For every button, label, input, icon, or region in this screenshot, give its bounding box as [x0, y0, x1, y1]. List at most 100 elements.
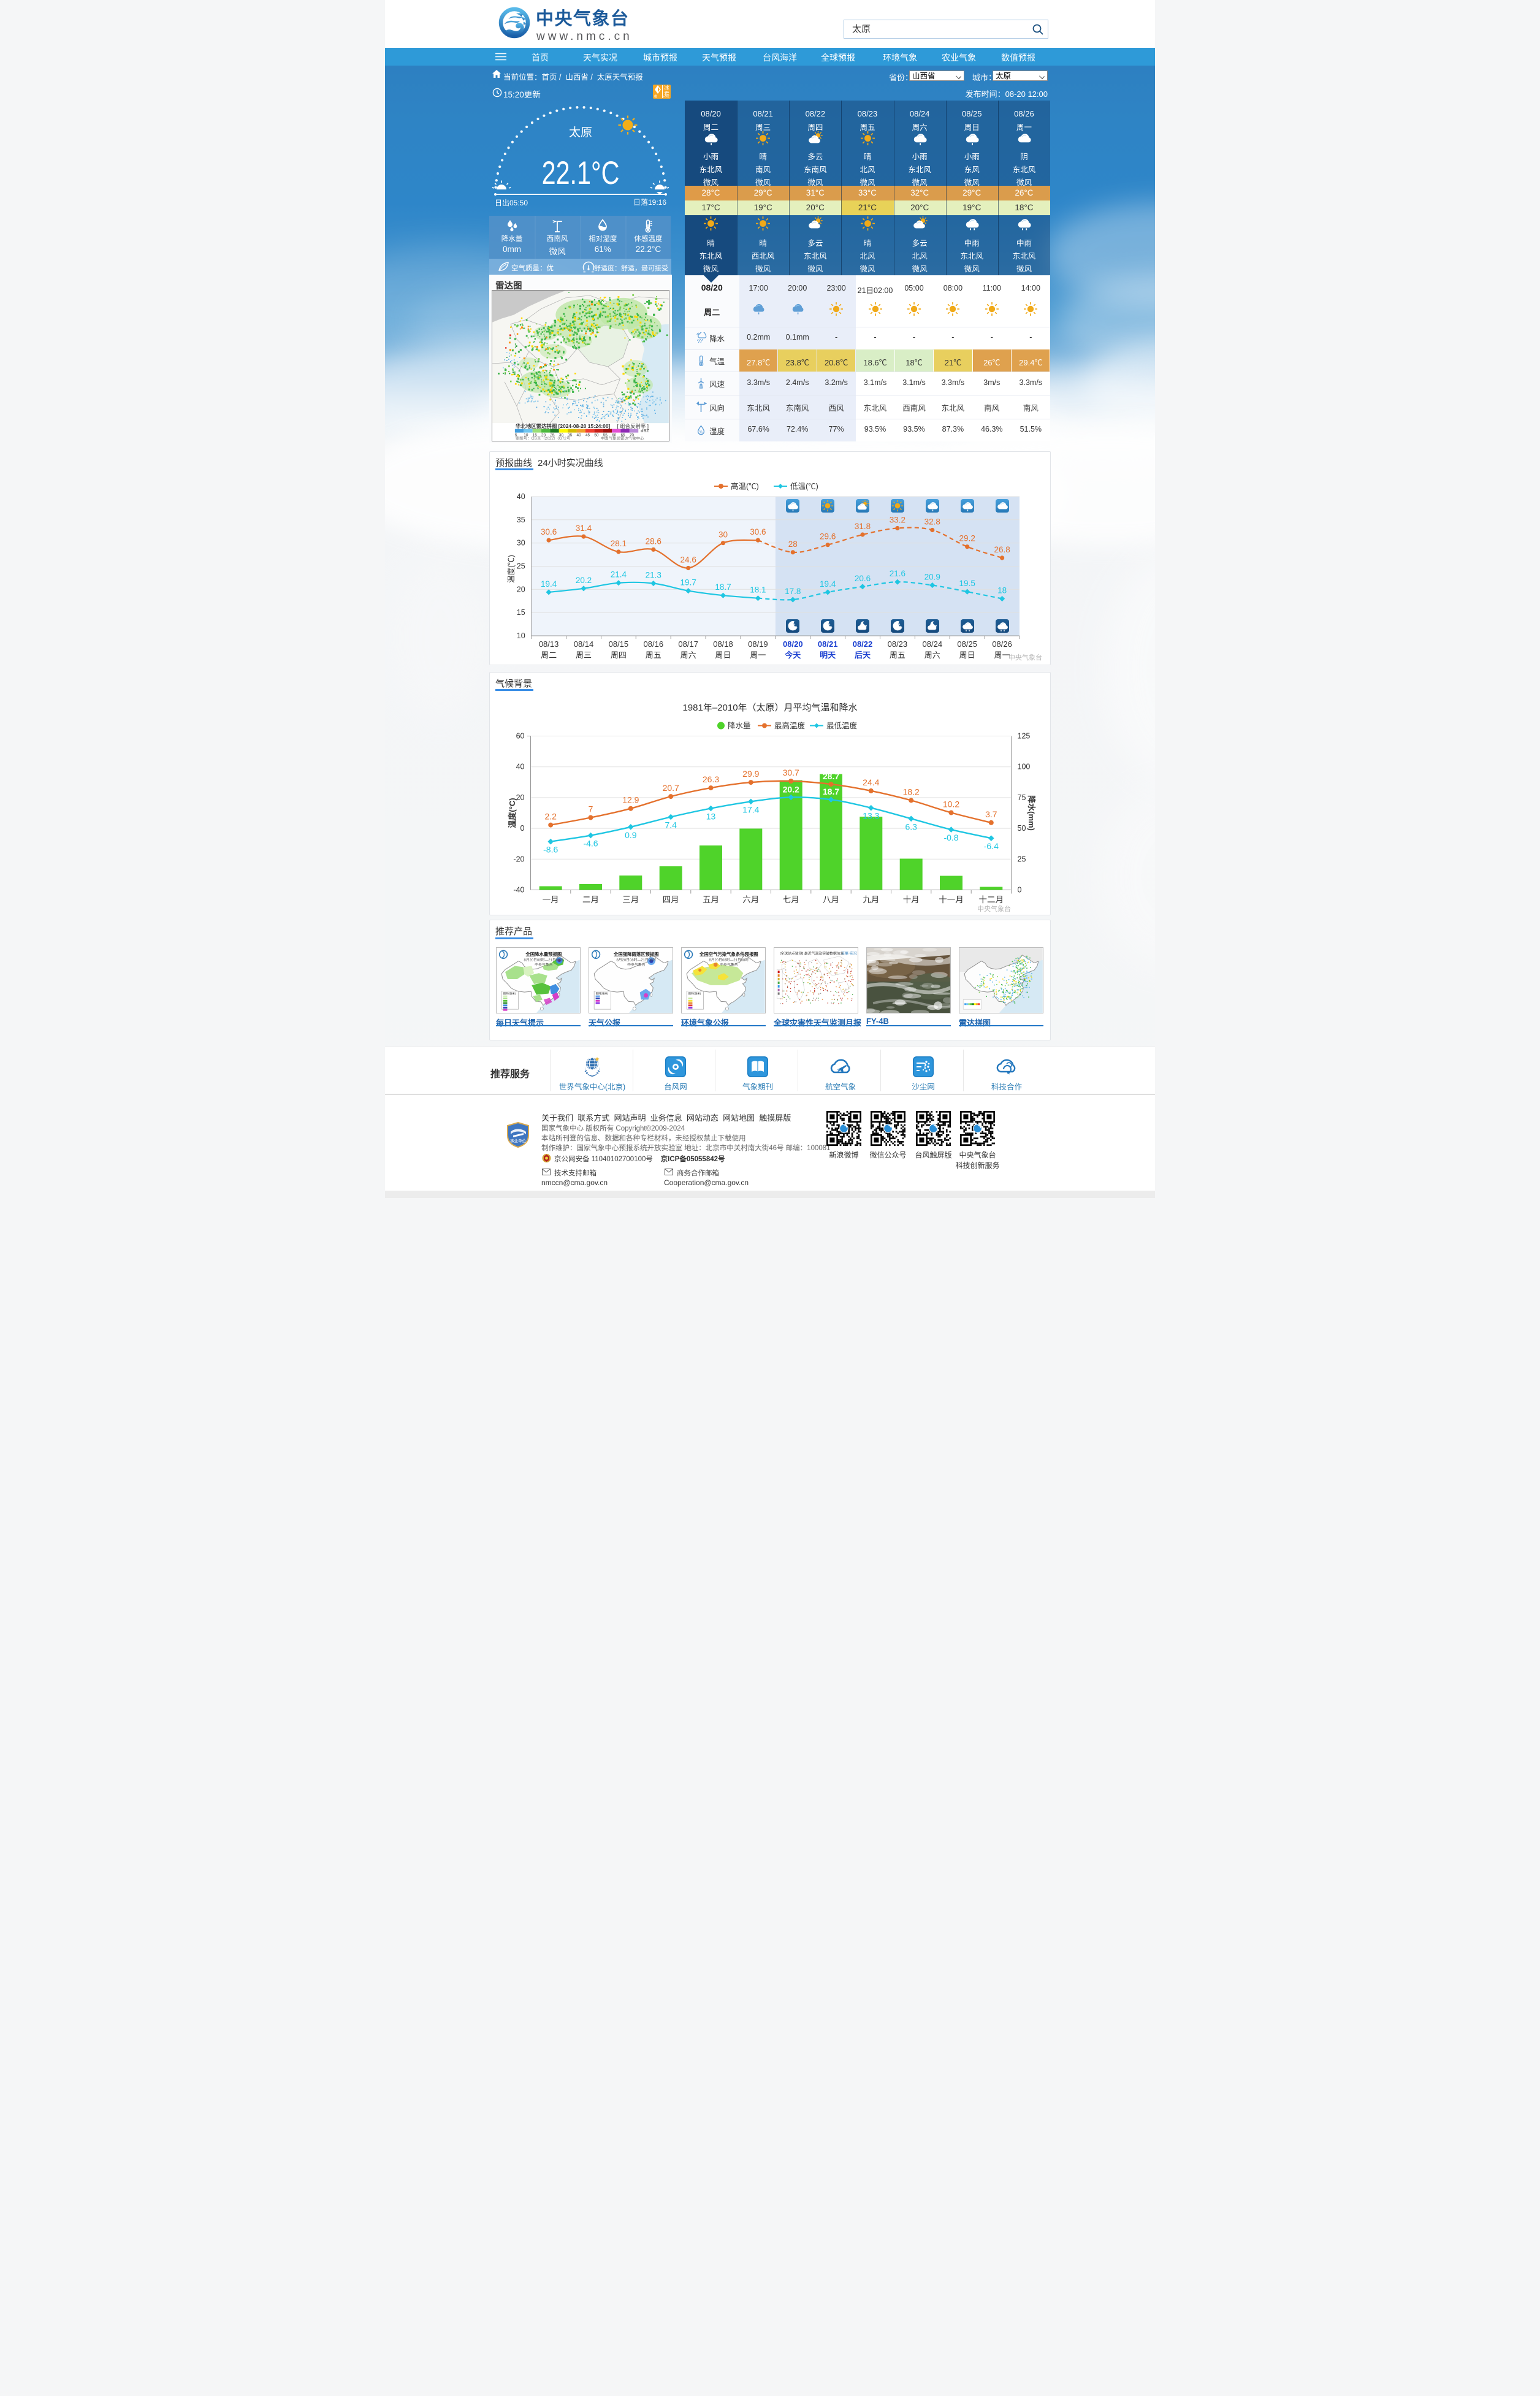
svg-text:20.7: 20.7 [663, 783, 679, 793]
svg-text:29.6: 29.6 [820, 532, 836, 541]
svg-text:中央气象台: 中央气象台 [977, 904, 1011, 913]
svg-text:28.6: 28.6 [646, 536, 661, 546]
svg-text:12.9: 12.9 [622, 795, 639, 805]
svg-text:%: % [699, 430, 703, 434]
svg-text:19.5: 19.5 [959, 579, 975, 588]
svg-text:中央气象台: 中央气象台 [1008, 653, 1042, 662]
svg-text:21.4: 21.4 [611, 570, 627, 579]
svg-text:18: 18 [997, 586, 1007, 595]
svg-text:60: 60 [612, 433, 617, 438]
svg-text:30: 30 [559, 433, 564, 438]
svg-text:13: 13 [706, 812, 716, 822]
svg-text:dBZ: dBZ [641, 428, 649, 433]
svg-text:五月: 五月 [703, 895, 719, 904]
svg-text:0.9: 0.9 [625, 830, 637, 840]
svg-text:26.3: 26.3 [703, 774, 719, 784]
svg-text:30.6: 30.6 [541, 527, 557, 536]
svg-text:21.6: 21.6 [890, 569, 905, 578]
svg-text:十月: 十月 [903, 895, 920, 904]
svg-text:24.6: 24.6 [680, 555, 696, 564]
svg-text:图例(毫米): 图例(毫米) [688, 991, 701, 996]
svg-text:45: 45 [585, 433, 590, 438]
svg-text:20: 20 [517, 585, 525, 593]
svg-text:-0.8: -0.8 [943, 833, 958, 842]
svg-text:24.4: 24.4 [863, 777, 879, 787]
svg-text:17.4: 17.4 [742, 804, 759, 814]
svg-text:九月: 九月 [863, 895, 879, 904]
svg-text:29.9: 29.9 [742, 769, 759, 779]
svg-text:八月: 八月 [823, 895, 839, 904]
svg-text:19.7: 19.7 [680, 578, 696, 587]
svg-text:60: 60 [516, 732, 525, 741]
svg-text:降水量: 降水量 [728, 722, 751, 730]
svg-text:15: 15 [533, 433, 538, 438]
svg-text:-40: -40 [513, 886, 524, 895]
svg-text:中国气象局雷达气象中心: 中国气象局雷达气象中心 [601, 435, 644, 441]
svg-text:25: 25 [1018, 855, 1026, 863]
svg-text:20.9: 20.9 [924, 572, 940, 581]
svg-text:-8.6: -8.6 [543, 845, 558, 855]
svg-text:0: 0 [520, 824, 525, 833]
svg-text:13.3: 13.3 [863, 811, 879, 821]
svg-text:30.7: 30.7 [783, 768, 799, 777]
svg-text:8月20日08时—21日08时: 8月20日08时—21日08时 [524, 958, 563, 963]
svg-text:2.2: 2.2 [544, 812, 557, 822]
svg-text:十一月: 十一月 [939, 895, 964, 904]
svg-text:18.7: 18.7 [715, 582, 731, 592]
svg-text:15: 15 [517, 608, 525, 617]
svg-text:图例(毫米): 图例(毫米) [503, 991, 516, 996]
svg-text:18.2: 18.2 [903, 787, 920, 796]
svg-text:10: 10 [524, 433, 528, 438]
svg-text:温度(℃): 温度(℃) [506, 555, 516, 583]
svg-text:31.4: 31.4 [576, 524, 592, 533]
svg-text:-6.4: -6.4 [984, 841, 999, 851]
svg-text:6.3: 6.3 [905, 822, 917, 831]
svg-text:七月: 七月 [783, 895, 799, 904]
svg-text:中央气象台: 中央气象台 [627, 962, 646, 967]
svg-text:一月: 一月 [543, 895, 559, 904]
svg-text:华北地区雷达拼图 [2024-08-20 15:24:00]: 华北地区雷达拼图 [2024-08-20 15:24:00] [516, 423, 611, 429]
svg-text:19.4: 19.4 [820, 579, 836, 588]
svg-text:50: 50 [1018, 824, 1026, 833]
svg-text:18.7: 18.7 [823, 787, 839, 796]
svg-text:中央气象台: 中央气象台 [720, 962, 738, 967]
svg-text:十二月: 十二月 [979, 895, 1004, 904]
svg-text:26.8: 26.8 [994, 544, 1010, 554]
svg-text:0: 0 [1018, 886, 1022, 895]
svg-text:中央气象台: 中央气象台 [535, 962, 553, 967]
svg-text:25: 25 [550, 433, 555, 438]
svg-text:29.2: 29.2 [959, 533, 975, 543]
svg-text:温度(°C): 温度(°C) [508, 798, 517, 828]
svg-text:[ 组合反射率 ]: [ 组合反射率 ] [617, 423, 649, 429]
svg-text:全国空气污染气象条件预报图: 全国空气污染气象条件预报图 [699, 952, 758, 957]
svg-text:28.1: 28.1 [611, 539, 627, 548]
svg-text:31.8: 31.8 [855, 522, 871, 531]
svg-text:[全球站点监测] 最近气温及突破数据信息: [全球站点监测] 最近气温及突破数据信息 [780, 951, 844, 956]
svg-text:18.1: 18.1 [750, 585, 766, 594]
svg-text:70: 70 [630, 433, 635, 438]
svg-text:125: 125 [1018, 732, 1031, 741]
svg-text:20.2: 20.2 [783, 784, 799, 794]
svg-text:28.7: 28.7 [823, 771, 839, 781]
svg-text:3.7: 3.7 [985, 809, 997, 819]
svg-text:低温(℃): 低温(℃) [790, 483, 818, 491]
svg-text:20.2: 20.2 [576, 575, 592, 584]
svg-text:六月: 六月 [742, 895, 759, 904]
svg-text:图例(毫米): 图例(毫米) [596, 991, 609, 996]
svg-text:33.2: 33.2 [890, 515, 905, 524]
svg-text:50: 50 [594, 433, 599, 438]
svg-text:35: 35 [568, 433, 573, 438]
svg-text:35: 35 [517, 515, 525, 524]
svg-text:三月: 三月 [622, 895, 639, 904]
svg-text:降水(mm): 降水(mm) [1027, 795, 1036, 831]
svg-text:21.3: 21.3 [646, 570, 661, 579]
svg-text:8月20日08时—21日08时: 8月20日08时—21日08时 [616, 958, 656, 963]
svg-text:10.2: 10.2 [943, 799, 959, 809]
svg-text:审图号：GS京（2022）0372号: 审图号：GS京（2022）0372号 [516, 435, 570, 441]
svg-text:天擎·实况: 天擎·实况 [841, 951, 857, 956]
svg-text:30.6: 30.6 [750, 527, 766, 536]
svg-text:事业单位: 事业单位 [510, 1138, 527, 1143]
svg-text:7.4: 7.4 [665, 820, 677, 830]
svg-text:75: 75 [1018, 793, 1026, 802]
svg-text:30: 30 [719, 530, 728, 539]
